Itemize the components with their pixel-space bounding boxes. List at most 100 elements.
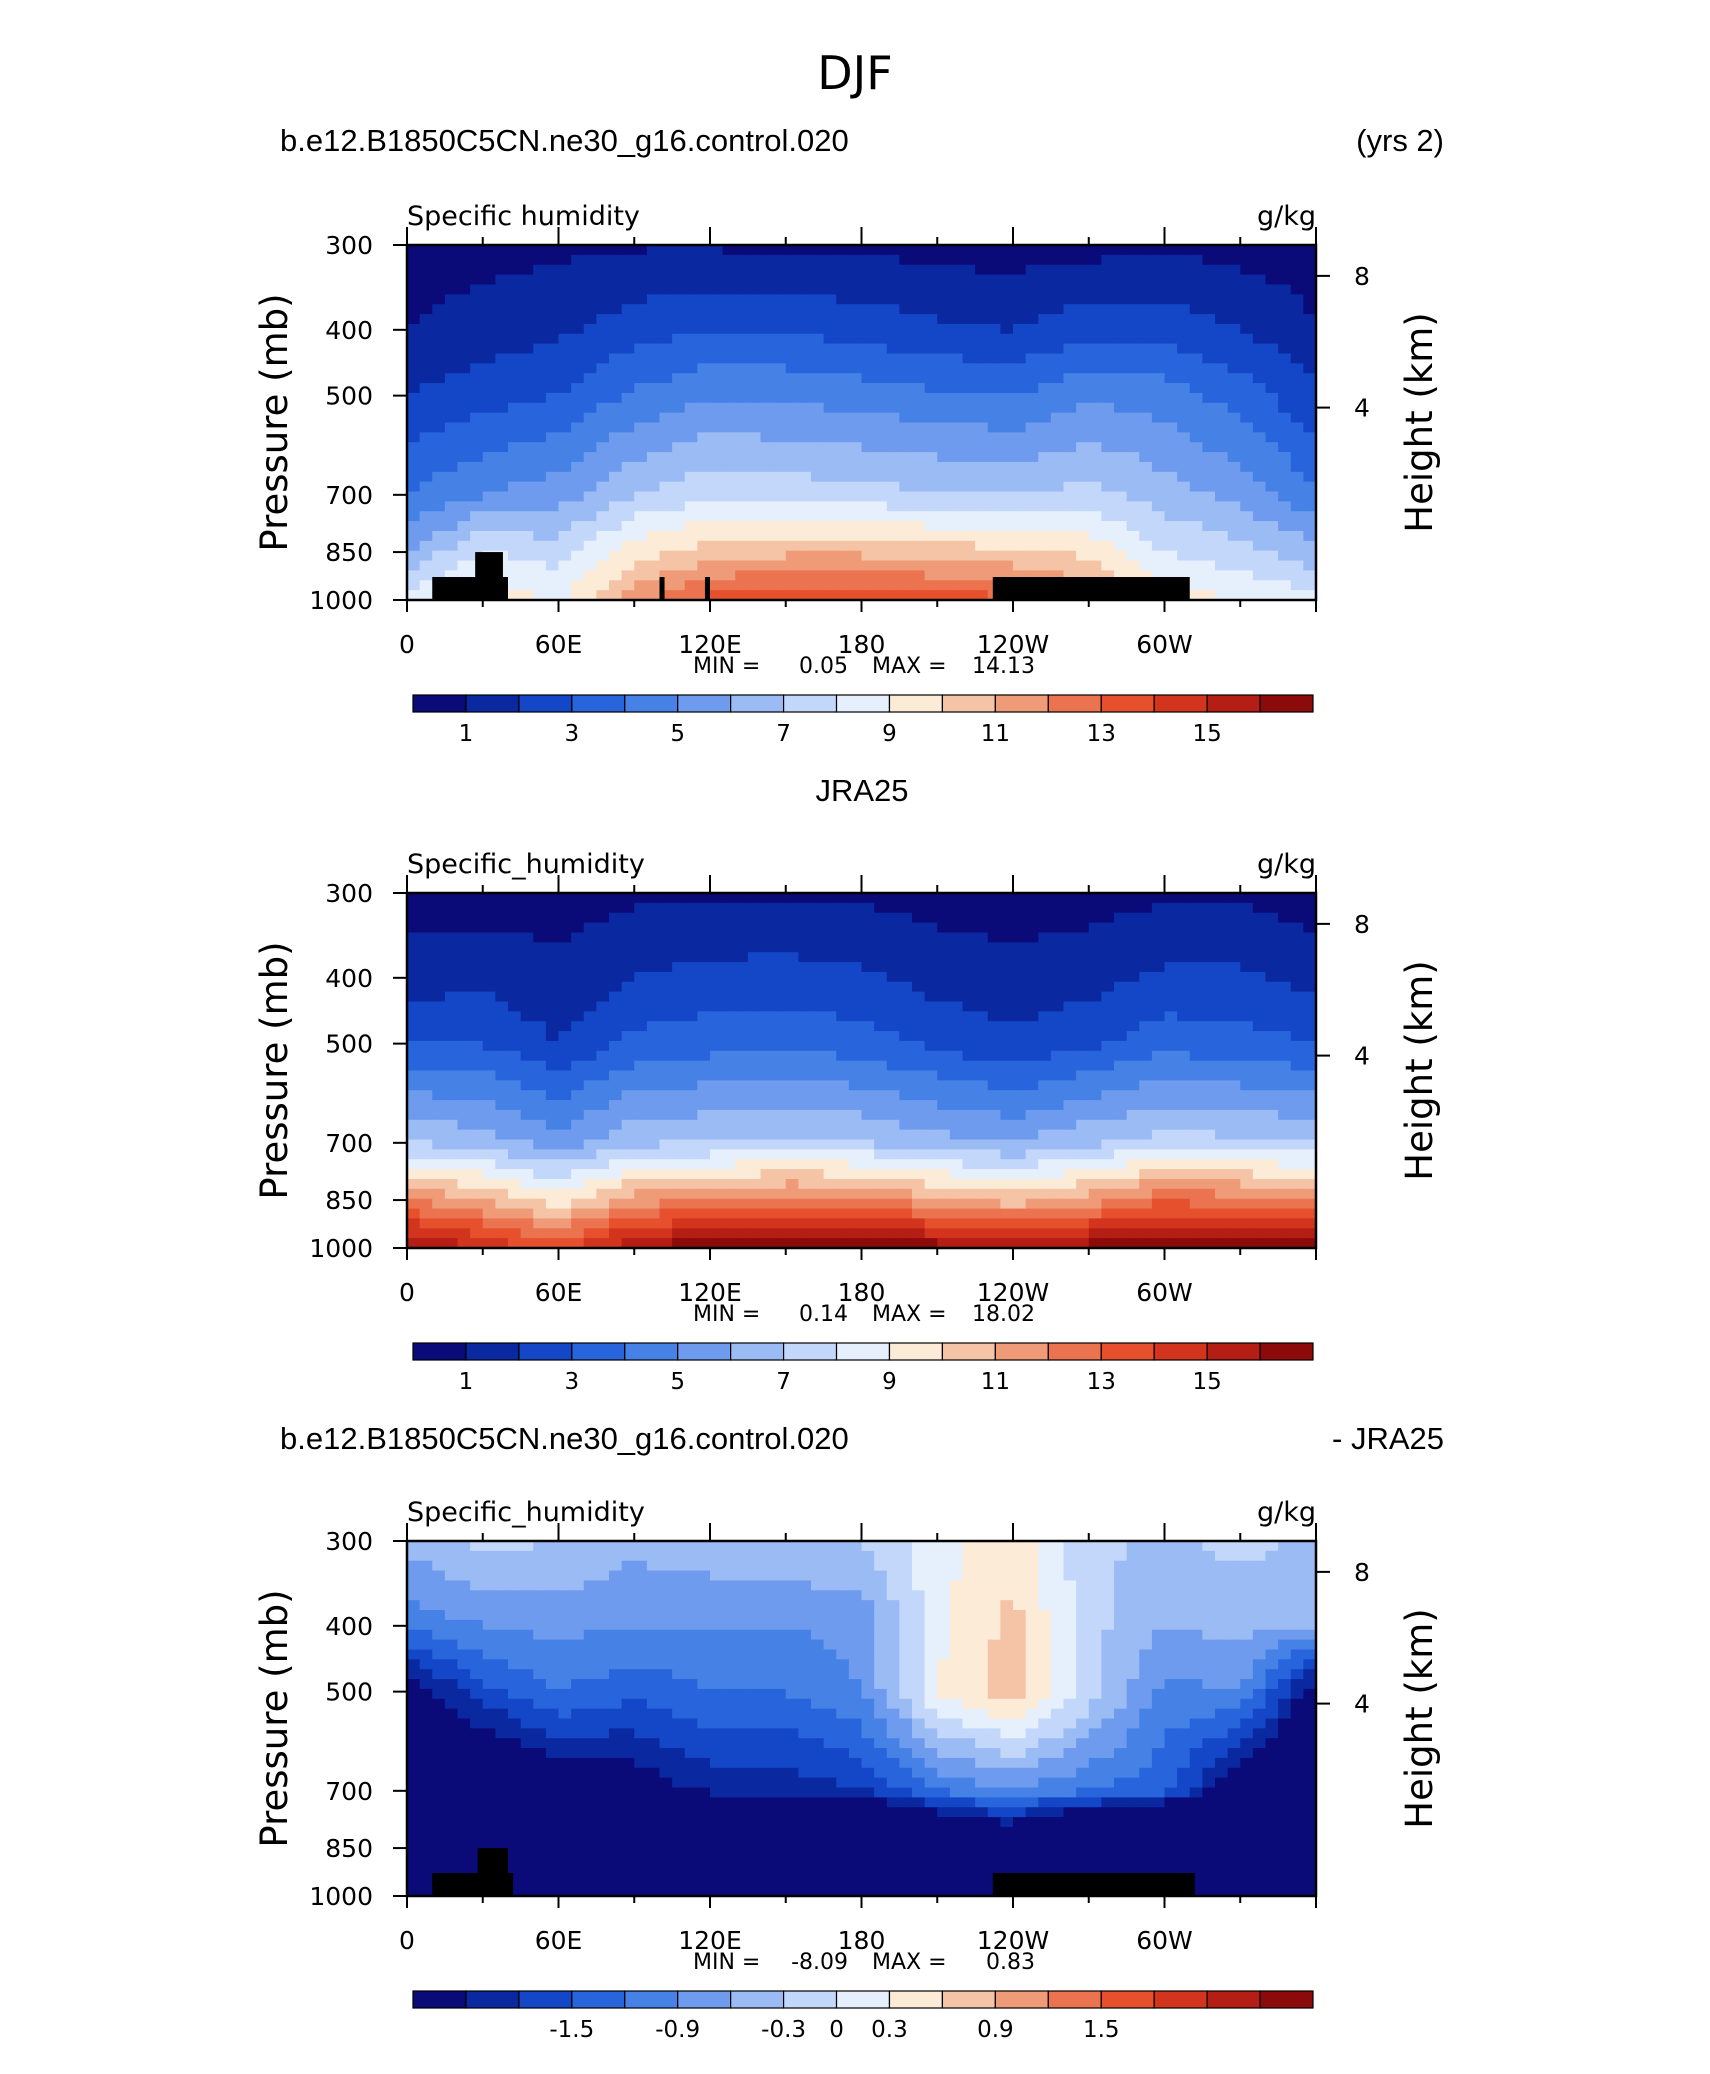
- contour-cell: [760, 392, 774, 404]
- contour-cell: [1076, 1129, 1090, 1141]
- contour-cell: [823, 452, 837, 463]
- contour-cell: [899, 981, 913, 993]
- contour-cell: [583, 1100, 597, 1111]
- contour-cell: [508, 1169, 522, 1180]
- contour-cell: [1000, 343, 1014, 355]
- contour-cell: [571, 343, 585, 355]
- contour-cell: [987, 314, 1001, 325]
- contour-cell: [457, 1100, 471, 1111]
- contour-cell: [571, 373, 585, 384]
- contour-cell: [785, 323, 799, 335]
- contour-cell: [949, 383, 964, 394]
- contour-cell: [495, 373, 509, 384]
- contour-cell: [937, 491, 951, 502]
- contour-cell: [545, 1070, 560, 1081]
- contour-cell: [1265, 550, 1279, 562]
- contour-cell: [1000, 991, 1014, 1003]
- contour-cell: [1265, 902, 1279, 914]
- contour-cell: [848, 422, 863, 433]
- contour-cell: [874, 1198, 888, 1210]
- contour-cell: [558, 893, 572, 904]
- contour-cell: [874, 1169, 888, 1180]
- contour-cell: [747, 264, 762, 276]
- contour-cell: [836, 893, 850, 904]
- contour-cell: [558, 560, 572, 572]
- contour-cell: [912, 412, 926, 424]
- contour-cell: [495, 501, 509, 512]
- contour-cell: [1101, 1001, 1115, 1012]
- contour-cell: [722, 1188, 736, 1200]
- contour-cell: [1151, 570, 1166, 581]
- contour-cell: [407, 922, 421, 934]
- contour-cell: [1013, 1198, 1027, 1210]
- contour-cell: [1000, 952, 1014, 963]
- contour-cell: [419, 314, 433, 325]
- contour-cell: [1063, 1198, 1077, 1210]
- contour-cell: [937, 1021, 951, 1032]
- contour-cell: [684, 981, 698, 993]
- contour-cell: [1164, 1031, 1178, 1042]
- contour-cell: [533, 274, 547, 286]
- contour-cell: [495, 932, 509, 943]
- contour-cell: [1303, 962, 1317, 973]
- contour-cell: [520, 560, 534, 572]
- contour-cell: [823, 1021, 837, 1032]
- contour-cell: [1139, 254, 1153, 266]
- contour-cell: [659, 1129, 673, 1141]
- contour-cell: [975, 461, 989, 473]
- contour-cell: [1303, 333, 1317, 345]
- contour-cell: [949, 333, 964, 345]
- contour-cell: [407, 1169, 421, 1180]
- contour-cell: [621, 991, 635, 1003]
- contour-cell: [1303, 274, 1317, 286]
- y-axis-label-right: Height (km): [1398, 312, 1441, 532]
- contour-cell: [924, 932, 938, 943]
- contour-cell: [1202, 530, 1216, 542]
- contour-cell: [1278, 1050, 1292, 1062]
- contour-cell: [432, 314, 446, 325]
- contour-cell: [659, 284, 673, 295]
- contour-cell: [558, 461, 572, 473]
- contour-cell: [1013, 560, 1027, 572]
- contour-cell: [545, 422, 560, 433]
- contour-cell: [1101, 1100, 1115, 1111]
- contour-cell: [1290, 363, 1304, 374]
- contour-cell: [1151, 893, 1166, 904]
- contour-cell: [1038, 452, 1052, 463]
- contour-cell: [596, 1159, 610, 1170]
- contour-cell: [735, 432, 749, 443]
- contour-cell: [1240, 264, 1254, 276]
- contour-cell: [609, 1021, 623, 1032]
- contour-cell: [407, 333, 421, 345]
- contour-cell: [508, 1188, 522, 1200]
- contour-cell: [1139, 1109, 1153, 1121]
- contour-cell: [457, 245, 471, 256]
- contour-cell: [1025, 254, 1039, 266]
- contour-cell: [1151, 461, 1166, 473]
- contour-cell: [785, 893, 799, 904]
- contour-cell: [1252, 284, 1267, 295]
- panel-subtitle-right: g/kg: [1257, 201, 1316, 232]
- contour-cell: [836, 1100, 850, 1111]
- contour-cell: [558, 323, 572, 335]
- contour-cell: [583, 1169, 597, 1180]
- contour-cell: [596, 373, 610, 384]
- contour-cell: [432, 530, 446, 542]
- contour-cell: [811, 402, 825, 414]
- contour-cell: [1050, 1040, 1065, 1052]
- contour-cell: [596, 471, 610, 483]
- contour-cell: [1139, 981, 1153, 993]
- contour-cell: [798, 971, 812, 983]
- contour-cell: [848, 1040, 863, 1052]
- contour-cell: [886, 1021, 900, 1032]
- contour-cell: [1101, 501, 1115, 512]
- contour-cell: [1189, 383, 1203, 394]
- contour-cell: [1290, 1001, 1304, 1012]
- contour-cell: [1088, 932, 1102, 943]
- contour-cell: [697, 452, 711, 463]
- contour-cell: [1202, 540, 1216, 552]
- contour-cell: [558, 1169, 572, 1180]
- contour-cell: [1151, 274, 1166, 286]
- contour-cell: [962, 1109, 976, 1121]
- contour-cell: [1013, 284, 1027, 295]
